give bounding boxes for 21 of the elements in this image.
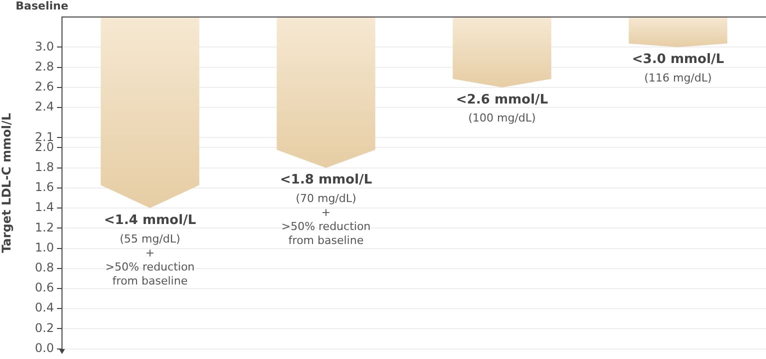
y-tick-label: 0.6 — [34, 280, 54, 295]
annotation: <3.0 mmol/L (116 mg/dL) — [632, 52, 724, 85]
y-tick-label: 3.0 — [34, 39, 54, 54]
y-axis-title: Target LDL-C mmol/L — [0, 112, 14, 253]
y-tick-label: 2.8 — [34, 59, 54, 74]
y-tick-label: 0.0 — [34, 340, 54, 355]
y-tick-label: 0.4 — [34, 300, 54, 315]
ref-line-label: Baseline — [16, 0, 68, 12]
y-tick-label: 0.2 — [34, 320, 54, 335]
y-tick-label: 1.2 — [34, 220, 54, 234]
annotation: <1.8 mmol/L (70 mg/dL) + >50% reduction from baseline — [280, 172, 372, 248]
y-tick-label: 1.6 — [34, 180, 54, 194]
y-tick-label: 2.6 — [34, 80, 54, 94]
annotation: <1.4 mmol/L (55 mg/dL) + >50% reduction from baseline — [104, 212, 196, 288]
y-tick-label: 2.4 — [34, 100, 54, 114]
y-tick-label: 1.4 — [34, 200, 54, 214]
y-tick-label: 1.0 — [34, 240, 54, 254]
y-tick-label: 2.0 — [34, 140, 54, 154]
annotation: <2.6 mmol/L (100 mg/dL) — [456, 92, 548, 125]
y-tick-label: 0.8 — [34, 260, 54, 274]
y-tick-label: 1.8 — [34, 160, 54, 174]
